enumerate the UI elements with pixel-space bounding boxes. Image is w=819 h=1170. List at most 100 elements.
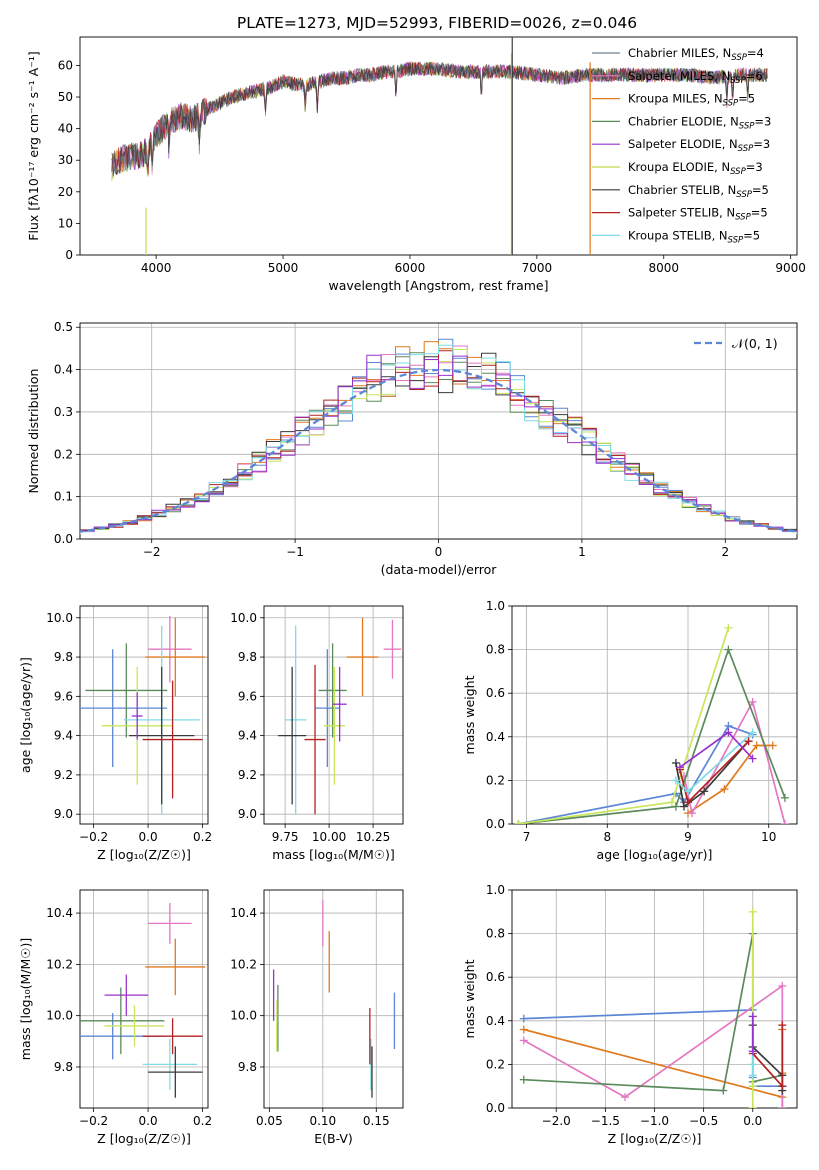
- series-marker: [720, 785, 729, 794]
- series-marker: [724, 728, 733, 737]
- y-axis-label: mass weight: [462, 675, 477, 754]
- plot-frame: [79, 36, 798, 256]
- y-tick-label: 0.4: [486, 730, 505, 744]
- error-bar-point: [148, 1046, 203, 1098]
- y-tick-label: 9.4: [54, 729, 73, 743]
- ticks: 4000 5000 6000 7000 8000 9000 0 10 20 30 40 50 60: [58, 58, 806, 275]
- x-tick-label: 9000: [775, 261, 806, 275]
- y-tick-label: 10.2: [230, 957, 257, 971]
- x-tick-label: 9: [684, 830, 692, 844]
- y-tick-label: 0.3: [54, 405, 73, 419]
- error-bar-point: [142, 1038, 198, 1091]
- y-tick-label: 9.2: [54, 768, 73, 782]
- series-marker: [748, 1082, 757, 1091]
- series-marker: [519, 1036, 528, 1045]
- spectrum-lines: [111, 37, 768, 255]
- y-tick-label: 0.2: [54, 447, 73, 461]
- y-tick-label: 9.6: [238, 689, 257, 703]
- y-tick-label: 9.8: [54, 1060, 73, 1074]
- age-vs-mass-panel: 9.75 10.00 10.25 9.0 9.2 9.4 9.6 9.8 10.0 mass [l…: [230, 605, 404, 862]
- series-line-pink: [523, 984, 784, 1108]
- x-axis-label: wavelength [Angstrom, rest frame]: [328, 278, 548, 293]
- plot-frame: [79, 889, 209, 1109]
- y-tick-label: 9.6: [54, 689, 73, 703]
- x-tick-label: −1.0: [640, 1114, 669, 1128]
- y-tick-label: 1.0: [486, 599, 505, 613]
- x-tick-label: −0.5: [689, 1114, 718, 1128]
- series-marker: [748, 1071, 757, 1080]
- y-tick-label: 50: [58, 90, 73, 104]
- y-tick-label: 9.8: [54, 650, 73, 664]
- series-line-blue: [523, 1009, 784, 1108]
- grid: [80, 606, 208, 824]
- ticks: 9.75 10.00 10.25 9.0 9.2 9.4 9.6 9.8 10.0: [230, 611, 390, 844]
- y-tick-label: 0.2: [486, 773, 505, 787]
- x-axis-label: age [log₁₀(age/yr)]: [597, 847, 713, 862]
- y-tick-label: 9.4: [238, 729, 257, 743]
- legend-entry: Salpeter MILES, NSSP=6: [628, 69, 763, 86]
- error-bar-point: [142, 1018, 203, 1055]
- spectrum-series-6: [111, 61, 768, 175]
- plot-frame: [263, 605, 404, 825]
- x-tick-label: −0.2: [79, 1114, 108, 1128]
- y-tick-label: 9.0: [238, 807, 257, 821]
- series-marker: [719, 1086, 728, 1095]
- y-tick-label: 10.0: [46, 611, 73, 625]
- error-bar-point: [129, 666, 195, 805]
- error-bar-point: [148, 902, 192, 944]
- series-marker: [519, 1014, 528, 1023]
- series-marker: [700, 787, 709, 796]
- plot-frame: [511, 605, 798, 825]
- error-bar-point: [85, 643, 168, 738]
- x-axis-label: Z [log₁₀(Z/Z☉)]: [97, 847, 191, 862]
- ticks: 0.05 0.10 0.15 9.8 10.0 10.2 10.4: [230, 906, 389, 1128]
- y-axis-label: Normed distribution: [26, 369, 41, 494]
- y-tick-label: 0.6: [486, 970, 505, 984]
- y-axis-label: mass [log₁₀(M/M☉)]: [18, 938, 33, 1060]
- x-tick-label: −1: [286, 545, 304, 559]
- x-axis-label: (data-model)/error: [381, 562, 498, 577]
- series-marker: [778, 1104, 787, 1108]
- series-marker: [778, 981, 787, 990]
- error-bar-point: [142, 680, 203, 799]
- series-marker: [514, 820, 523, 824]
- y-tick-label: 10.4: [230, 906, 257, 920]
- legend-entry: Chabrier MILES, NSSP=4: [628, 46, 764, 63]
- x-axis-label: mass [log₁₀(M/M☉)]: [272, 847, 394, 862]
- y-tick-label: 0: [65, 248, 73, 262]
- y-axis-label: mass weight: [462, 959, 477, 1038]
- error-bars: [278, 617, 402, 815]
- x-tick-label: 7: [523, 830, 531, 844]
- figure-title: PLATE=1273, MJD=52993, FIBERID=0026, z=0…: [237, 14, 637, 32]
- grid: [512, 605, 797, 825]
- y-tick-label: 9.0: [54, 807, 73, 821]
- legend-entry: Salpeter ELODIE, NSSP=3: [628, 137, 770, 154]
- legend-entry: Kroupa STELIB, NSSP=5: [628, 228, 760, 245]
- series-marker: [671, 776, 680, 785]
- x-tick-label: 0.0: [139, 1114, 158, 1128]
- series-marker: [748, 697, 757, 706]
- plot-frame: [511, 889, 798, 1109]
- y-tick-label: 0.8: [486, 927, 505, 941]
- histogram-series-8: [80, 354, 797, 533]
- legend-entry: Salpeter STELIB, NSSP=5: [628, 206, 768, 223]
- series-marker: [724, 623, 733, 632]
- error-bar-point: [145, 938, 206, 996]
- error-bar-point: [148, 615, 192, 683]
- x-tick-label: 10: [761, 830, 776, 844]
- series-marker: [780, 793, 789, 802]
- massweight-vs-age-panel: 7 8 9 10 0.0 0.2 0.4 0.6 0.8 1.0 age [log₁₀(age/yr…: [462, 599, 798, 862]
- series-marker: [519, 1075, 528, 1084]
- series-marker: [748, 1047, 757, 1056]
- grid: [264, 890, 403, 1108]
- x-tick-label: 7000: [522, 261, 553, 275]
- x-tick-label: −0.2: [79, 830, 108, 844]
- x-tick-label: −2: [143, 545, 161, 559]
- x-tick-label: 8000: [648, 261, 679, 275]
- y-tick-label: 0.1: [54, 490, 73, 504]
- series-marker: [519, 1025, 528, 1034]
- y-axis-label: age [log₁₀(age/yr)]: [18, 657, 33, 773]
- x-tick-label: 0.2: [193, 830, 212, 844]
- series-marker: [780, 820, 789, 824]
- series-lines: [514, 623, 789, 824]
